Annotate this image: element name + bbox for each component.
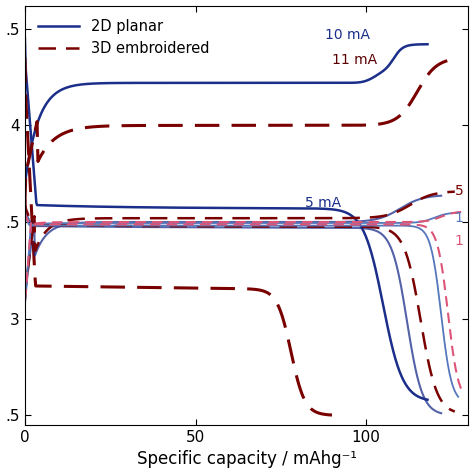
Text: 11 mA: 11 mA	[332, 53, 377, 67]
Text: 1: 1	[455, 211, 464, 225]
Legend: 2D planar, 3D embroidered: 2D planar, 3D embroidered	[32, 13, 215, 62]
Text: 5 mA: 5 mA	[305, 196, 341, 210]
Text: 1: 1	[455, 234, 464, 248]
X-axis label: Specific capacity / mAhg⁻¹: Specific capacity / mAhg⁻¹	[137, 450, 356, 468]
Text: 10 mA: 10 mA	[325, 27, 370, 42]
Text: 5: 5	[455, 184, 464, 198]
